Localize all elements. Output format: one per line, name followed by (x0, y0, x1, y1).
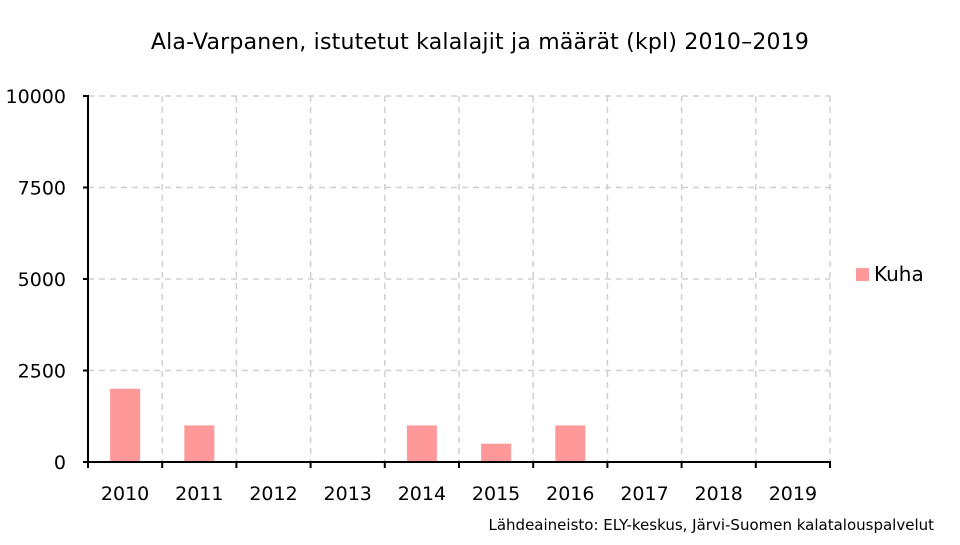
y-tick-label: 5000 (18, 269, 66, 291)
x-tick-label-2018: 2018 (695, 483, 743, 505)
x-tick-label-2017: 2017 (620, 483, 668, 505)
bar-2010 (110, 388, 141, 462)
bar-2015 (481, 443, 512, 462)
x-tick-label-2011: 2011 (175, 483, 223, 505)
bar-2014 (406, 425, 437, 462)
bar-2016 (555, 425, 586, 462)
chart-title: Ala-Varpanen, istutetut kalalajit ja mää… (150, 30, 810, 55)
x-tick-label-2019: 2019 (769, 483, 817, 505)
legend-swatch-kuha (856, 267, 869, 281)
x-tick-label-2016: 2016 (546, 483, 594, 505)
y-tick-label: 0 (54, 452, 66, 474)
axes (83, 95, 831, 468)
x-tick-label-2015: 2015 (472, 483, 520, 505)
bars (110, 388, 586, 462)
legend: Kuha (856, 262, 924, 286)
x-tick-label-2010: 2010 (101, 483, 149, 505)
y-tick-label: 10000 (6, 86, 66, 108)
source-note: Lähdeaineisto: ELY-keskus, Järvi-Suomen … (488, 516, 935, 534)
bar-2011 (184, 425, 215, 462)
x-tick-label-2014: 2014 (398, 483, 446, 505)
legend-label-kuha: Kuha (874, 262, 924, 286)
x-tick-label-2013: 2013 (324, 483, 372, 505)
x-tick-labels: 2010 2011 2012 2013 2014 2015 2016 2017 2018 2019 (101, 483, 817, 505)
grid-lines (88, 95, 831, 462)
y-tick-label: 7500 (18, 178, 66, 200)
y-tick-label: 2500 (18, 361, 66, 383)
x-tick-label-2012: 2012 (249, 483, 297, 505)
y-tick-labels: 0 2500 5000 7500 10000 (6, 86, 66, 474)
